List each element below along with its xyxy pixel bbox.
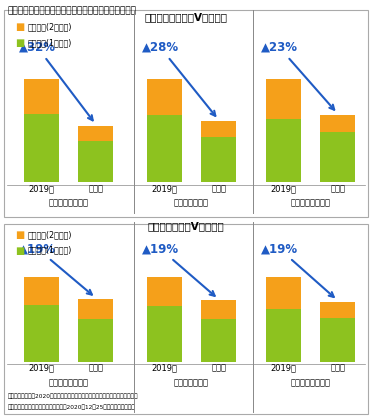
Text: 注１：現行制度は2020年改正反映済。平均給与の世帯はいわゆるモデル世帯。: 注１：現行制度は2020年改正反映済。平均給与の世帯はいわゆるモデル世帯。 bbox=[7, 393, 138, 398]
Text: ■: ■ bbox=[15, 230, 24, 240]
Bar bbox=[320, 318, 355, 362]
Text: 厚生年金(2階部分): 厚生年金(2階部分) bbox=[28, 22, 73, 31]
Text: ▲19%: ▲19% bbox=[142, 242, 215, 296]
Text: 2019年: 2019年 bbox=[29, 364, 55, 373]
Bar bbox=[201, 137, 236, 182]
Bar bbox=[266, 79, 301, 119]
Bar bbox=[147, 79, 182, 115]
Bar bbox=[147, 306, 182, 362]
Text: 平均給与の世帯: 平均給与の世帯 bbox=[174, 199, 209, 208]
Bar bbox=[78, 319, 113, 362]
Text: 図表３　現行制度と新たな試算での給付水準の低下率: 図表３ 現行制度と新たな試算での給付水準の低下率 bbox=[7, 6, 137, 15]
Text: 平均の半分の世帯: 平均の半分の世帯 bbox=[49, 378, 89, 387]
Text: 平均給与の世帯: 平均給与の世帯 bbox=[174, 378, 209, 387]
Text: 基礎年金(1階部分): 基礎年金(1階部分) bbox=[28, 246, 72, 255]
Bar bbox=[266, 119, 301, 182]
Bar bbox=[201, 121, 236, 137]
Text: 平均の半分の世帯: 平均の半分の世帯 bbox=[49, 199, 89, 208]
Text: ▲23%: ▲23% bbox=[261, 41, 334, 110]
Text: 基礎年金(1階部分): 基礎年金(1階部分) bbox=[28, 38, 72, 47]
Text: 【現行制度・経済Vの場合】: 【現行制度・経済Vの場合】 bbox=[144, 13, 228, 23]
Bar bbox=[24, 277, 60, 305]
Text: 【試算１・経済Vの場合】: 【試算１・経済Vの場合】 bbox=[148, 222, 224, 232]
Bar bbox=[320, 132, 355, 182]
Bar bbox=[24, 114, 60, 182]
Text: ▲28%: ▲28% bbox=[142, 41, 215, 116]
Bar bbox=[24, 79, 60, 114]
Text: 削減後: 削減後 bbox=[211, 184, 226, 193]
Text: 削減後: 削減後 bbox=[211, 364, 226, 373]
Text: 資料：社会保障審議会年金数理部会（2020．12．25）資料等より作成。: 資料：社会保障審議会年金数理部会（2020．12．25）資料等より作成。 bbox=[7, 404, 135, 410]
Bar bbox=[78, 299, 113, 319]
Text: 厚生年金(2階部分): 厚生年金(2階部分) bbox=[28, 230, 73, 239]
Text: 平均の２倍の世帯: 平均の２倍の世帯 bbox=[291, 199, 331, 208]
Text: 平均の２倍の世帯: 平均の２倍の世帯 bbox=[291, 378, 331, 387]
Text: ▲19%: ▲19% bbox=[19, 242, 92, 295]
Text: 2019年: 2019年 bbox=[270, 364, 296, 373]
Text: 削減後: 削減後 bbox=[330, 184, 345, 193]
Text: 2019年: 2019年 bbox=[270, 184, 296, 193]
Text: 2019年: 2019年 bbox=[29, 184, 55, 193]
Bar bbox=[266, 277, 301, 309]
Text: 2019年: 2019年 bbox=[151, 364, 177, 373]
Bar bbox=[266, 309, 301, 362]
Text: 2019年: 2019年 bbox=[151, 184, 177, 193]
Bar bbox=[201, 301, 236, 319]
Bar bbox=[24, 305, 60, 362]
Bar bbox=[78, 125, 113, 141]
Text: ■: ■ bbox=[15, 38, 24, 48]
Bar bbox=[320, 115, 355, 132]
Text: ■: ■ bbox=[15, 22, 24, 32]
Text: ■: ■ bbox=[15, 246, 24, 256]
Text: 削減後: 削減後 bbox=[89, 184, 103, 193]
Bar bbox=[201, 319, 236, 362]
Bar bbox=[320, 302, 355, 318]
Text: 削減後: 削減後 bbox=[330, 364, 345, 373]
Text: ▲19%: ▲19% bbox=[261, 242, 334, 297]
Bar bbox=[147, 277, 182, 306]
Bar bbox=[147, 115, 182, 182]
Text: 削減後: 削減後 bbox=[89, 364, 103, 373]
Text: ▲32%: ▲32% bbox=[19, 41, 93, 120]
Bar bbox=[78, 141, 113, 182]
